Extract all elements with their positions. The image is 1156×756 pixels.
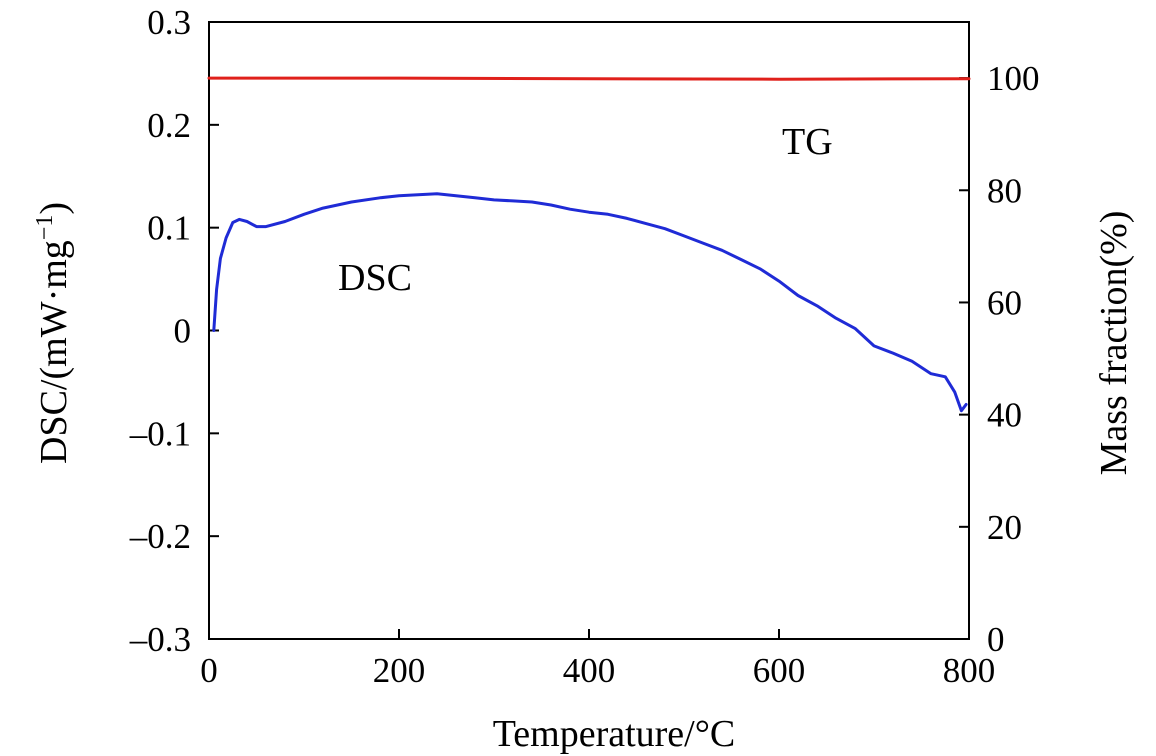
left-y-axis-ticks: –0.3 –0.2 –0.1 0 0.1 0.2 0.3 xyxy=(129,3,219,659)
x-tick-label: 400 xyxy=(563,651,616,690)
left-y-axis-title-main: DSC/(mW·mg xyxy=(33,240,75,464)
left-y-axis-title-close: ) xyxy=(33,202,75,215)
left-y-tick-label: 0.2 xyxy=(147,106,191,145)
left-y-tick-label: 0 xyxy=(174,312,192,351)
x-axis-ticks: 0 200 400 600 800 xyxy=(200,629,995,690)
dsc-series-line xyxy=(212,192,968,413)
right-y-tick-label: 80 xyxy=(987,171,1022,210)
right-y-tick-label: 100 xyxy=(987,59,1040,98)
right-y-axis-title: Mass fraction(%) xyxy=(1093,211,1135,476)
right-y-tick-label: 40 xyxy=(987,396,1022,435)
tg-series-label: TG xyxy=(782,121,833,163)
dsc-series-label: DSC xyxy=(338,257,412,299)
tg-series-line xyxy=(207,76,971,81)
right-y-tick-label: 20 xyxy=(987,508,1022,547)
series-group xyxy=(207,76,971,413)
left-y-axis-title-sup: −1 xyxy=(32,215,58,241)
left-y-tick-label: 0.1 xyxy=(147,209,191,248)
right-y-tick-label: 0 xyxy=(987,620,1005,659)
x-tick-label: 200 xyxy=(373,651,426,690)
left-y-axis-title: DSC/(mW·mg−1) xyxy=(32,202,75,464)
left-y-tick-label: 0.3 xyxy=(147,3,191,42)
right-y-axis-ticks: 0 20 40 60 80 100 xyxy=(959,59,1040,659)
left-y-tick-label: –0.3 xyxy=(129,620,191,659)
x-tick-label: 600 xyxy=(753,651,806,690)
x-axis-title: Temperature/°C xyxy=(493,713,736,755)
plot-frame xyxy=(208,21,970,640)
left-y-tick-label: –0.2 xyxy=(129,517,191,556)
x-tick-label: 800 xyxy=(943,651,996,690)
right-y-tick-label: 60 xyxy=(987,283,1022,322)
left-y-tick-label: –0.1 xyxy=(129,414,191,453)
x-tick-label: 0 xyxy=(200,651,218,690)
